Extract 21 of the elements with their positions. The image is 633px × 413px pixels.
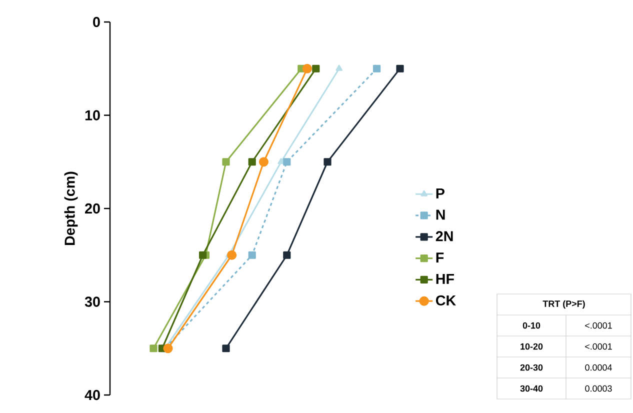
y-tick-label: 10 bbox=[85, 110, 100, 120]
y-tick-label: 30 bbox=[84, 296, 100, 307]
legend-label: HF bbox=[436, 274, 454, 284]
y-tick-label: 20 bbox=[85, 203, 100, 214]
legend-label: N bbox=[436, 210, 445, 220]
text: 0.0004 bbox=[585, 364, 612, 371]
text: <.0001 bbox=[585, 322, 612, 329]
text: TRT (P>F) bbox=[542, 300, 585, 309]
text: 30-40 bbox=[520, 385, 543, 392]
y-tick-label: 0 bbox=[93, 16, 100, 28]
legend-label: P bbox=[436, 188, 444, 198]
text: 20-30 bbox=[520, 364, 543, 371]
text: 0.0003 bbox=[585, 385, 612, 392]
text: 10-20 bbox=[520, 343, 543, 350]
text: <.0001 bbox=[585, 343, 612, 350]
legend-label: 2N bbox=[436, 231, 453, 242]
y-axis-title: Depth (cm) bbox=[64, 172, 78, 246]
legend-label: F bbox=[436, 252, 444, 263]
y-tick-label: 40 bbox=[84, 390, 100, 400]
text: 0-10 bbox=[522, 322, 540, 329]
legend-label: CK bbox=[436, 295, 456, 306]
